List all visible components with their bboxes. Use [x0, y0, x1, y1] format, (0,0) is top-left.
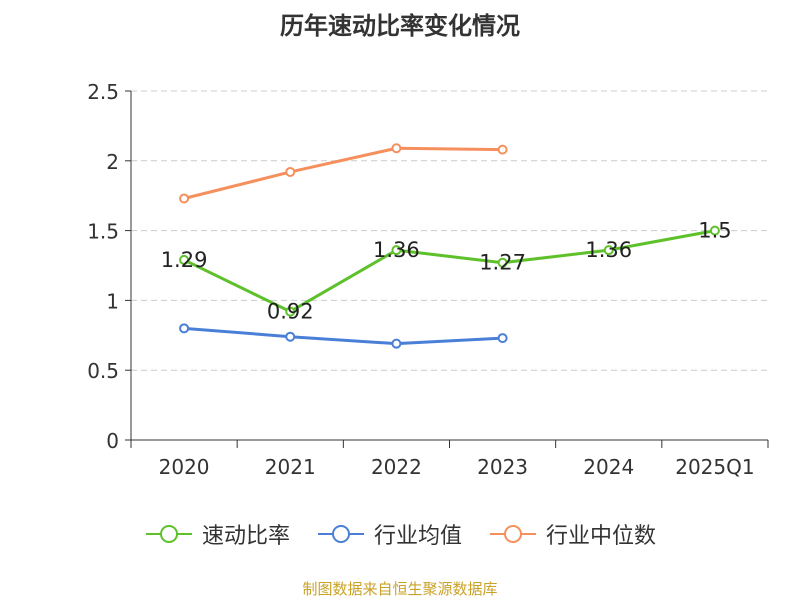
- chart-legend: 速动比率 行业均值 行业中位数: [0, 518, 800, 550]
- y-tick-label: 0.5: [87, 359, 119, 383]
- data-label: 1.5: [698, 219, 731, 243]
- x-tick-label: 2021: [265, 455, 316, 479]
- legend-label: 速动比率: [201, 524, 290, 549]
- data-point: [285, 331, 296, 342]
- legend-marker-icon: [317, 525, 364, 543]
- data-label: 1.36: [585, 238, 632, 262]
- x-tick-label: 2024: [583, 455, 634, 479]
- x-tick-label: 2025Q1: [675, 455, 754, 479]
- data-point: [285, 306, 296, 317]
- data-point: [497, 144, 508, 155]
- data-point: [391, 143, 402, 154]
- data-point: [709, 225, 720, 236]
- data-point: [391, 338, 402, 349]
- y-tick-label: 2: [106, 150, 119, 174]
- data-point: [497, 333, 508, 344]
- legend-marker-icon: [145, 525, 192, 543]
- data-label: 1.36: [373, 238, 420, 262]
- data-point: [603, 245, 614, 256]
- data-point: [179, 323, 190, 334]
- y-tick-label: 2.5: [87, 80, 119, 104]
- data-label: 1.29: [161, 248, 208, 272]
- x-tick-label: 2020: [159, 455, 210, 479]
- legend-label: 行业均值: [373, 524, 462, 549]
- series-line: [183, 229, 716, 314]
- chart-title: 历年速动比率变化情况: [280, 12, 520, 40]
- data-point: [179, 254, 190, 265]
- data-label: 0.92: [267, 300, 314, 324]
- series-line: [183, 326, 503, 346]
- data-label: 1.27: [479, 251, 526, 275]
- data-point: [391, 245, 402, 256]
- legend-item[interactable]: 行业中位数: [488, 518, 656, 550]
- data-point: [497, 257, 508, 268]
- legend-label: 行业中位数: [546, 524, 657, 549]
- legend-item[interactable]: 速动比率: [144, 518, 290, 550]
- y-tick-label: 0: [106, 429, 119, 453]
- series-line: [183, 146, 503, 200]
- x-tick-label: 2022: [371, 455, 422, 479]
- data-point: [179, 193, 190, 204]
- legend-marker-icon: [490, 525, 536, 543]
- legend-item[interactable]: 行业均值: [316, 518, 462, 550]
- y-tick-label: 1: [106, 289, 119, 313]
- y-tick-label: 1.5: [87, 220, 119, 244]
- data-point: [285, 166, 296, 177]
- x-tick-label: 2023: [477, 455, 528, 479]
- source-note: 制图数据来自恒生聚源数据库: [302, 580, 498, 598]
